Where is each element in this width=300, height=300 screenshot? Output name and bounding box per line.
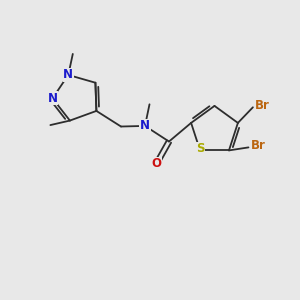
Text: N: N (47, 92, 58, 105)
Text: N: N (140, 119, 150, 132)
Text: Br: Br (250, 140, 266, 152)
Text: O: O (151, 157, 161, 170)
Text: N: N (63, 68, 73, 81)
Text: S: S (196, 142, 204, 155)
Text: Br: Br (255, 99, 270, 112)
